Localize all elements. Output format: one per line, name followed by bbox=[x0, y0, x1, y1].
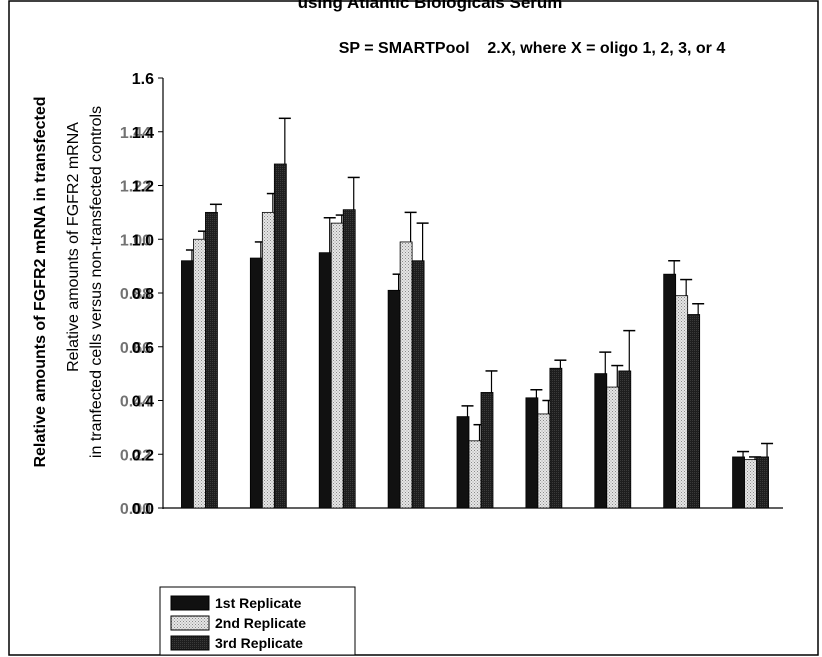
bar-s1 bbox=[456, 416, 470, 509]
y-tick-label-overlay: 0.88 bbox=[120, 286, 151, 303]
y-tick-label: 0.6 bbox=[132, 340, 154, 357]
y-axis-label-outer: Relative amounts of FGFR2 mRNA in transf… bbox=[32, 96, 49, 467]
bar-s1 bbox=[663, 273, 677, 509]
legend-label-2: 2nd Replicate bbox=[215, 615, 306, 631]
bar-s3 bbox=[618, 370, 632, 509]
bar-s3 bbox=[273, 163, 287, 509]
y-tick-label: 1.2 bbox=[132, 179, 154, 196]
y-tick-label: 0.4 bbox=[132, 394, 154, 411]
bar-s3 bbox=[411, 260, 425, 509]
bar-s1 bbox=[594, 373, 608, 509]
bar-s3 bbox=[549, 367, 563, 509]
y-tick-label-overlay: 0.22 bbox=[120, 447, 151, 464]
y-axis-label-inner-2: in tranfected cells versus non-transfect… bbox=[88, 106, 105, 458]
y-tick-label: 0.0 bbox=[132, 501, 154, 518]
bar-s1 bbox=[249, 257, 263, 509]
y-tick-label: 1.6 bbox=[132, 71, 154, 88]
chart-subtitle: SP = SMARTPool 2.X, where X = oligo 1, 2… bbox=[339, 40, 726, 57]
figure-border bbox=[8, 0, 819, 656]
bar-s2 bbox=[399, 241, 413, 509]
y-tick-label-overlay: 0.00 bbox=[120, 501, 151, 518]
y-tick-label-overlay: 1.44 bbox=[120, 125, 151, 142]
y-tick-label: 1.0 bbox=[132, 232, 154, 249]
bar-s3 bbox=[205, 211, 218, 509]
y-tick-label: 0.8 bbox=[132, 286, 154, 303]
bar-s3 bbox=[687, 314, 701, 509]
bar-s1 bbox=[525, 397, 539, 509]
y-axis-label-inner-1: Relative amounts of FGFR2 mRNA bbox=[65, 122, 82, 372]
legend: 1st Replicate 2nd Replicate 3rd Replicat… bbox=[159, 586, 356, 656]
y-tick-label-overlay: 1.00 bbox=[120, 232, 151, 249]
bar-s1 bbox=[318, 252, 332, 509]
bar-s1 bbox=[732, 456, 745, 509]
y-tick-label-overlay: 0.44 bbox=[120, 394, 151, 411]
legend-label-3: 3rd Replicate bbox=[215, 635, 303, 651]
y-tick-label: 1.4 bbox=[132, 125, 154, 142]
legend-swatch-1 bbox=[170, 595, 210, 611]
legend-label-1: 1st Replicate bbox=[215, 595, 302, 611]
bar-s1 bbox=[387, 289, 401, 509]
bar-s2 bbox=[675, 295, 689, 509]
y-tick-label: 0.2 bbox=[132, 447, 154, 464]
bar-s3 bbox=[480, 392, 494, 509]
bar-s1 bbox=[181, 260, 194, 509]
y-tick-label-overlay: 0.66 bbox=[120, 340, 151, 357]
bar-s2 bbox=[330, 222, 344, 509]
bar-s2 bbox=[468, 440, 482, 509]
chart-title: using Atlantic Biologicals Serum bbox=[298, 0, 563, 12]
legend-swatch-3 bbox=[170, 635, 210, 651]
bar-s2 bbox=[744, 459, 757, 509]
bar-s3 bbox=[756, 456, 769, 509]
bar-s3 bbox=[342, 209, 356, 509]
bar-s2 bbox=[537, 413, 551, 509]
bar-s2 bbox=[606, 386, 620, 509]
bar-s2 bbox=[261, 211, 275, 509]
y-tick-label-overlay: 1.22 bbox=[120, 179, 151, 196]
bar-s2 bbox=[193, 238, 206, 509]
legend-swatch-2 bbox=[170, 615, 210, 631]
